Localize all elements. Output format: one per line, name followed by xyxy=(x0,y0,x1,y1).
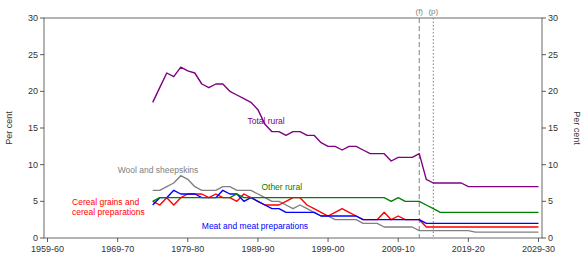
reference-line xyxy=(419,18,420,238)
x-tick xyxy=(257,238,258,242)
plot-area xyxy=(153,18,539,238)
y-tick xyxy=(40,18,44,19)
series-label-line: cereal preparations xyxy=(72,207,145,217)
x-tick-label: 2009-10 xyxy=(382,244,415,254)
y2-tick-label: 30 xyxy=(548,13,558,23)
x-tick-label: 1999-00 xyxy=(312,244,345,254)
y-tick xyxy=(40,201,44,202)
y-tick xyxy=(40,238,44,239)
y2-tick xyxy=(542,164,546,165)
y-tick xyxy=(40,128,44,129)
x-tick-label: 1979-80 xyxy=(171,244,204,254)
series-line xyxy=(153,176,539,232)
x-tick xyxy=(398,238,399,242)
y-tick-label: 25 xyxy=(28,50,38,60)
x-tick-label: 1969-70 xyxy=(101,244,134,254)
series-line xyxy=(153,190,539,223)
x-tick xyxy=(468,238,469,242)
reference-line xyxy=(433,18,434,238)
y2-tick xyxy=(542,91,546,92)
series-label: Wool and sheepskins xyxy=(118,165,199,175)
x-tick xyxy=(47,238,48,242)
y2-tick-label: 10 xyxy=(548,160,558,170)
y-tick-label: 30 xyxy=(28,13,38,23)
y-tick xyxy=(40,91,44,92)
y2-tick xyxy=(542,238,546,239)
x-tick-label: 2019-20 xyxy=(452,244,485,254)
chart: 1959-60 1969-70 1979-80 1989-90 1999-00 2009-… xyxy=(0,0,586,265)
series-label: Total rural xyxy=(247,116,284,126)
y-tick xyxy=(40,164,44,165)
series-label-line: Cereal grains and xyxy=(72,197,139,207)
y2-tick-label: 0 xyxy=(548,233,553,243)
series-label-line: Meat and meat preparations xyxy=(202,221,308,231)
y-tick-label: 15 xyxy=(28,123,38,133)
y2-tick xyxy=(542,18,546,19)
y-tick-label: 20 xyxy=(28,86,38,96)
y2-tick-label: 20 xyxy=(548,86,558,96)
y-axis-label: Per cent xyxy=(4,111,14,145)
y2-tick xyxy=(542,54,546,55)
plot-frame xyxy=(44,18,542,238)
x-tick-label: 1989-90 xyxy=(241,244,274,254)
y2-tick-label: 5 xyxy=(548,196,553,206)
x-tick xyxy=(117,238,118,242)
series-label-line: Other rural xyxy=(261,182,302,192)
y-tick-label: 5 xyxy=(33,196,38,206)
series-label-line: Total rural xyxy=(247,116,284,126)
x-tick xyxy=(328,238,329,242)
series-label-line: Wool and sheepskins xyxy=(118,165,199,175)
series-line xyxy=(153,67,539,187)
y2-tick-label: 25 xyxy=(548,50,558,60)
y2-tick xyxy=(542,201,546,202)
y-tick-label: 0 xyxy=(33,233,38,243)
y2-tick xyxy=(542,128,546,129)
y-tick xyxy=(40,54,44,55)
x-tick xyxy=(538,238,539,242)
series-line xyxy=(153,194,539,212)
y2-tick-label: 15 xyxy=(548,123,558,133)
series-label: Cereal grains andcereal preparations xyxy=(72,197,145,217)
x-tick-label: 1959-60 xyxy=(31,244,64,254)
x-tick xyxy=(187,238,188,242)
annotation-label: (p) xyxy=(428,7,438,16)
annotation-label: (f) xyxy=(415,7,423,16)
series-label: Meat and meat preparations xyxy=(202,221,308,231)
y-tick-label: 10 xyxy=(28,160,38,170)
x-tick-label: 2029-30 xyxy=(522,244,555,254)
y2-axis-label: Per cent xyxy=(572,111,582,145)
series-label: Other rural xyxy=(261,182,302,192)
